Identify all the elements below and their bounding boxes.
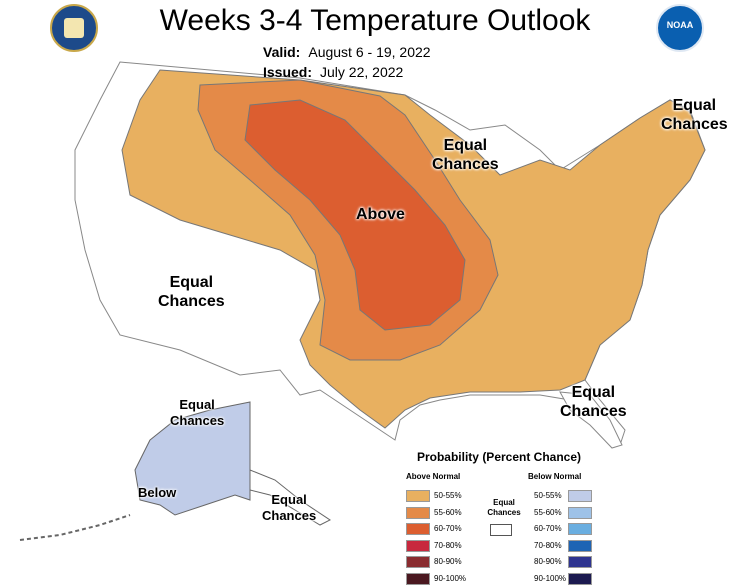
- valid-value: August 6 - 19, 2022: [308, 44, 431, 60]
- legend-above-label-1: 55-60%: [434, 507, 462, 517]
- doc-seal-icon: [50, 4, 98, 52]
- ec-ak-s-line-1: Equal: [271, 492, 307, 507]
- alaska-panhandle: [249, 469, 331, 526]
- legend-above-label-5: 90-100%: [434, 573, 467, 583]
- legend-equal-chances-swatch: [490, 524, 512, 536]
- noaa-logo-icon: NOAA: [656, 4, 704, 52]
- ec-northeast-label: Equal Chances: [661, 96, 728, 134]
- legend-below-swatch-1: [568, 506, 592, 519]
- legend-below-swatch-3: [568, 539, 592, 552]
- florida: [559, 391, 623, 449]
- alaska-below-region: [134, 401, 251, 516]
- ec-ne-line-2: Chances: [661, 116, 728, 133]
- ec-lakes-line-2: Chances: [432, 156, 499, 173]
- ec-se-line-1: Equal: [571, 384, 616, 401]
- legend-below-label-2: 60-70%: [534, 524, 562, 533]
- ec-southeast-label: Equal Chances: [560, 383, 627, 421]
- legend-below-label-0: 50-55%: [534, 491, 562, 500]
- legend-below-label-5: 90-100%: [534, 573, 567, 583]
- legend-above-swatch-5: [406, 572, 430, 585]
- ec-west-line-1: Equal: [169, 274, 214, 291]
- legend-below-swatch-4: [568, 556, 592, 568]
- legend-below-swatch-2: [568, 523, 592, 535]
- above-label: Above: [356, 206, 405, 223]
- legend-above-swatch-3: [406, 539, 430, 552]
- legend-below-label-1: 55-60%: [534, 507, 562, 517]
- legend-above-swatch-4: [406, 556, 430, 568]
- ec-ne-line-1: Equal: [672, 97, 717, 114]
- legend-above-label-0: 50-55%: [434, 491, 462, 500]
- ec-se-line-2: Chances: [560, 403, 627, 420]
- legend-below-label-3: 70-80%: [534, 540, 562, 550]
- above-60-70-region: [244, 99, 466, 331]
- probability-legend: Probability (Percent Chance) Above Norma…: [392, 450, 606, 585]
- legend-below-heading: Below Normal: [528, 472, 582, 481]
- legend-above-swatch-1: [406, 506, 430, 519]
- ec-west-line-2: Chances: [158, 293, 225, 310]
- legend-equal-chances-label: Equal Chances: [487, 498, 521, 517]
- legend-title: Probability (Percent Chance): [416, 450, 582, 464]
- aleutian-islands: [19, 514, 131, 541]
- ec-alaska-north-label: Equal Chances: [170, 397, 224, 429]
- ec-alaska-south-label: Equal Chances: [262, 492, 316, 524]
- below-label: Below: [138, 485, 177, 500]
- ec-west-label: Equal Chances: [158, 273, 225, 311]
- issued-label: Issued:: [263, 64, 313, 80]
- legend-below-swatch-0: [568, 490, 592, 502]
- ec-ak-n-line-2: Chances: [170, 413, 225, 428]
- valid-line: Valid: August 6 - 19, 2022: [263, 44, 431, 60]
- noaa-logo-text: NOAA: [666, 20, 694, 30]
- legend-below-swatch-5: [568, 572, 592, 585]
- legend-above-swatch-2: [406, 523, 430, 535]
- ec-lakes-line-1: Equal: [443, 137, 488, 154]
- legend-above-label-3: 70-80%: [434, 540, 462, 550]
- valid-label: Valid:: [263, 44, 301, 60]
- ec-ak-s-line-2: Chances: [262, 508, 317, 523]
- legend-above-heading: Above Normal: [406, 472, 461, 481]
- legend-above-label-4: 80-90%: [434, 557, 462, 566]
- legend-above-label-2: 60-70%: [434, 524, 462, 533]
- issued-value: July 22, 2022: [320, 64, 404, 80]
- ec-lakes-label: Equal Chances: [432, 136, 499, 174]
- legend-below-label-4: 80-90%: [534, 557, 562, 566]
- page-title: Weeks 3-4 Temperature Outlook: [159, 4, 591, 37]
- legend-above-swatch-0: [406, 490, 430, 502]
- issued-line: Issued: July 22, 2022: [263, 64, 403, 80]
- ec-ak-n-line-1: Equal: [179, 397, 215, 412]
